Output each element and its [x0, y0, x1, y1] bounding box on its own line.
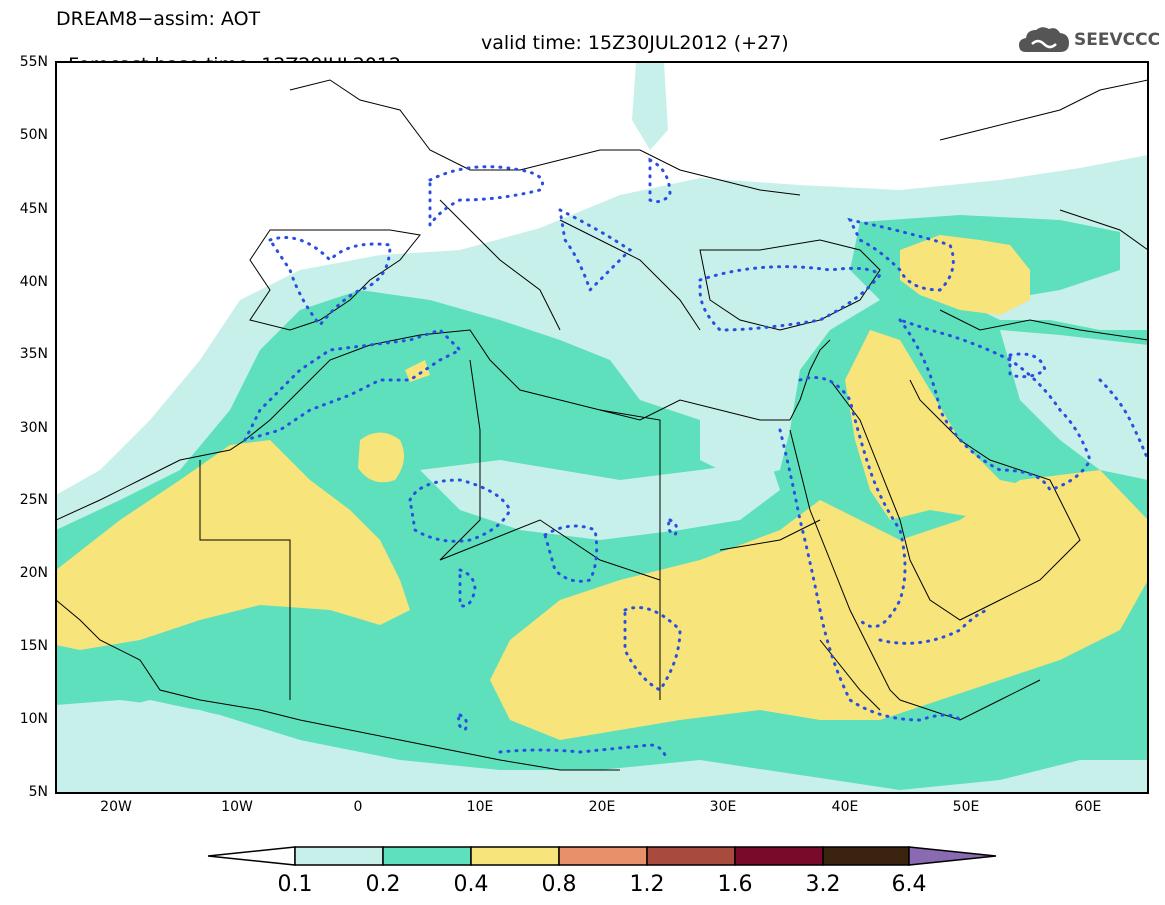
lon-label: 0: [353, 799, 363, 815]
lat-label: 10N: [19, 711, 48, 727]
cloud-icon: [1019, 27, 1069, 52]
lat-label: 20N: [19, 565, 48, 581]
colorbar-swatch-3: [470, 846, 560, 866]
colorbar-label: 1.6: [717, 872, 753, 897]
lat-label: 5N: [28, 784, 48, 800]
lat-label: 35N: [19, 346, 48, 362]
colorbar-label: 6.4: [891, 872, 927, 897]
colorbar-swatch-1: [294, 846, 384, 866]
lon-label: 10E: [466, 799, 494, 815]
chart-title: DREAM8−assim: AOT: [56, 8, 261, 30]
lon-label: 50E: [952, 799, 980, 815]
lon-label: 20W: [100, 799, 132, 815]
logo-text: SEEVCCC: [1074, 30, 1161, 50]
seevccc-logo: SEEVCCC: [1018, 24, 1161, 58]
colorbar-label: 0.8: [541, 872, 577, 897]
lat-label: 25N: [19, 492, 48, 508]
lon-label: 40E: [831, 799, 859, 815]
valid-time: valid time: 15Z30JUL2012 (+27): [481, 32, 789, 54]
colorbar-swatch-7: [822, 846, 910, 866]
coastlines: [56, 79, 1148, 771]
colorbar-label: 3.2: [805, 872, 841, 897]
dust-contours: [242, 157, 1148, 757]
colorbar: [207, 846, 997, 866]
lat-label: 40N: [19, 274, 48, 290]
colorbar-high-arrow: [908, 846, 997, 866]
colorbar-label: 0.4: [453, 872, 489, 897]
colorbar-swatch-2: [382, 846, 472, 866]
lon-label: 20E: [588, 799, 616, 815]
lat-label: 15N: [19, 638, 48, 654]
colorbar-label: 0.2: [365, 872, 401, 897]
colorbar-swatch-5: [646, 846, 736, 866]
aot-band-0.4: [56, 440, 410, 650]
lat-label: 30N: [19, 420, 48, 436]
lon-label: 30E: [709, 799, 737, 815]
lon-label: 10W: [221, 799, 253, 815]
colorbar-label: 0.1: [277, 872, 313, 897]
colorbar-swatch-6: [734, 846, 824, 866]
colorbar-label: 1.2: [629, 872, 665, 897]
lon-label: 60E: [1074, 799, 1102, 815]
lat-label: 50N: [19, 127, 48, 143]
lat-label: 55N: [19, 54, 48, 70]
colorbar-low-arrow: [207, 846, 296, 866]
lat-label: 45N: [19, 201, 48, 217]
colorbar-swatch-4: [558, 846, 648, 866]
